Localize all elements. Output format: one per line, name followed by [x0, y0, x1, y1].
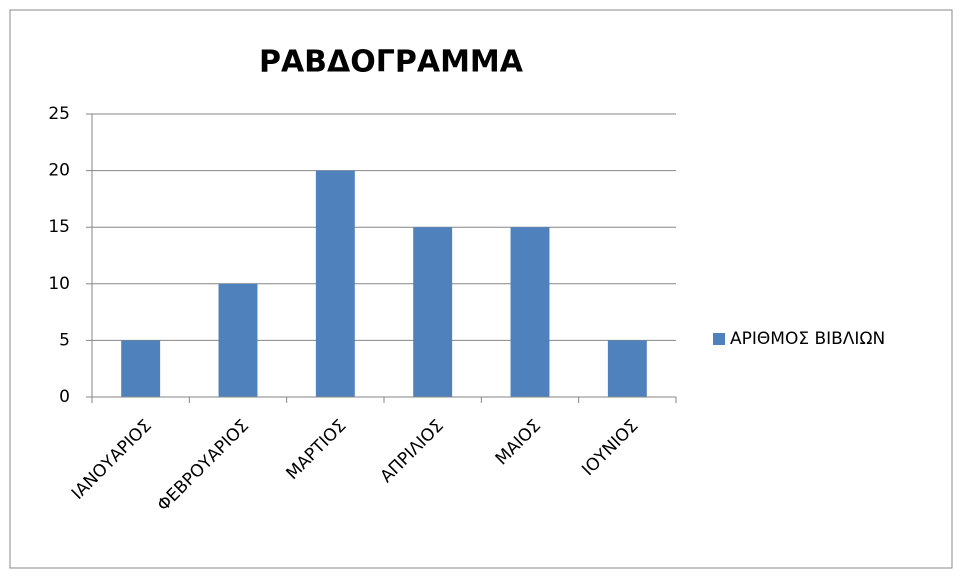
y-tick-label: 10 [48, 274, 70, 294]
chart-title: ΡΑΒΔΟΓΡΑΜΜΑ [259, 45, 524, 80]
bar [121, 340, 161, 397]
bar [607, 340, 647, 397]
y-tick-label: 5 [59, 330, 70, 350]
bar [413, 227, 453, 397]
y-tick-label: 25 [48, 104, 70, 124]
legend-label: ΑΡΙΘΜΟΣ ΒΙΒΛΙΩΝ [730, 329, 885, 349]
legend-swatch [713, 333, 725, 345]
chart-frame [9, 9, 953, 569]
y-tick-label: 0 [59, 387, 70, 407]
y-tick-label: 20 [48, 161, 70, 181]
bar [510, 227, 550, 397]
bar [218, 283, 258, 397]
bar [315, 170, 355, 397]
y-tick-label: 15 [48, 217, 70, 237]
